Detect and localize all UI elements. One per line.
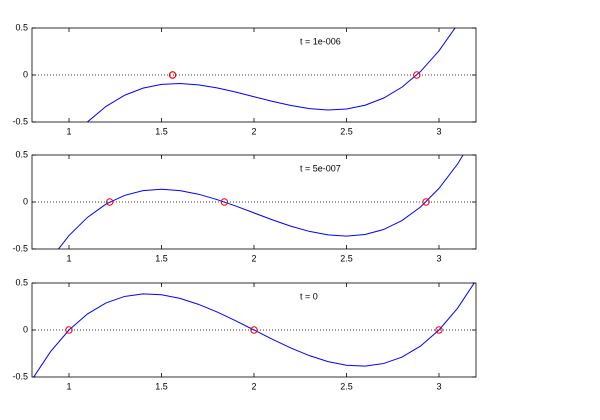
- root-marker: [422, 198, 430, 206]
- x-tick-label: 3: [436, 381, 441, 391]
- plot: [33, 283, 475, 377]
- x-tick-label: 1: [66, 126, 71, 136]
- axes: 1 1.5 2 2.5 3 -0.5 0 0.5 t = 0: [12, 277, 477, 391]
- root-marker: [65, 326, 73, 334]
- x-tick-label: 2.5: [340, 253, 353, 263]
- y-tick-label: 0.5: [15, 277, 28, 287]
- x-tick-label: 1.5: [155, 381, 168, 391]
- curve: [86, 28, 456, 122]
- x-tick-label: 1: [66, 253, 71, 263]
- y-tick-label: 0: [23, 69, 28, 79]
- root-marker: [106, 198, 114, 206]
- x-tick-label: 3: [436, 126, 441, 136]
- x-tick-label: 2: [251, 126, 256, 136]
- root-marker: [435, 326, 443, 334]
- axes: 1 1.5 2 2.5 3 -0.5 0 0.5 t = 5e-007: [12, 149, 477, 263]
- x-tick-label: 1: [66, 381, 71, 391]
- x-tick-label: 2: [251, 253, 256, 263]
- x-tick-label: 1.5: [155, 253, 168, 263]
- root-marker: [250, 326, 258, 334]
- y-tick-label: 0.5: [15, 149, 28, 159]
- root-marker: [168, 71, 177, 79]
- y-tick-label: 0: [23, 196, 28, 206]
- y-tick-label: -0.5: [12, 243, 28, 253]
- x-tick-label: 2: [251, 381, 256, 391]
- y-tick-label: 0.5: [15, 22, 28, 32]
- curve: [33, 283, 475, 377]
- x-tick-label: 3: [436, 253, 441, 263]
- x-tick-label: 2.5: [340, 126, 353, 136]
- annotation: t = 0: [300, 291, 318, 301]
- y-tick-label: -0.5: [12, 116, 28, 126]
- axes: 1 1.5 2 2.5 3 -0.5 0 0.5 t = 1e-006: [12, 22, 477, 136]
- plot: [57, 155, 464, 249]
- x-tick-label: 2.5: [340, 381, 353, 391]
- y-tick-label: 0: [23, 324, 28, 334]
- y-tick-label: -0.5: [12, 371, 28, 381]
- annotation: t = 1e-006: [300, 36, 341, 46]
- annotation: t = 5e-007: [300, 163, 341, 173]
- curve: [57, 155, 464, 249]
- root-marker: [413, 71, 421, 79]
- plot: [86, 28, 456, 122]
- x-tick-label: 1.5: [155, 126, 168, 136]
- root-marker: [220, 198, 229, 206]
